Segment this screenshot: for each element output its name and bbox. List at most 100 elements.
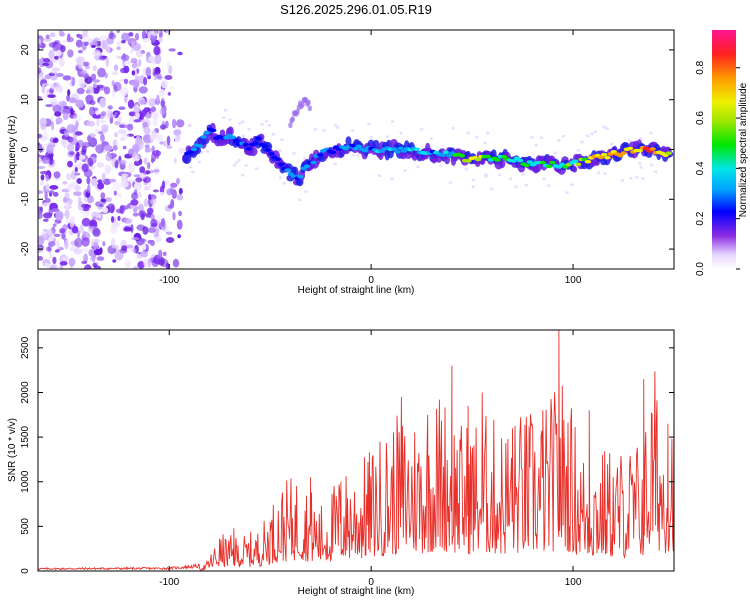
ridge-core: [197, 144, 204, 148]
noise-blob: [335, 126, 340, 129]
noise-blob: [83, 264, 92, 269]
noise-blob: [264, 119, 269, 123]
noise-blob: [629, 176, 633, 180]
noise-blob: [419, 127, 424, 131]
spectrogram-y-axis: -20 -10 0 10 20: [20, 44, 674, 256]
noise-blob: [223, 108, 228, 112]
ridge-core: [361, 148, 369, 153]
noise-blob: [649, 131, 653, 135]
ridge-core: [510, 159, 517, 163]
noise-blob: [542, 177, 546, 181]
noise-blob: [75, 56, 85, 64]
noise-blob: [149, 132, 155, 142]
noise-blob: [38, 190, 43, 194]
noise-blob: [132, 212, 139, 217]
noise-blob: [451, 126, 456, 130]
noise-blob: [137, 261, 145, 269]
noise-blob: [61, 233, 66, 240]
noise-blob: [126, 248, 134, 253]
noise-blob: [155, 149, 160, 160]
noise-blob: [151, 30, 158, 37]
y-tick-label: 2500: [20, 336, 31, 359]
noise-blob: [191, 170, 195, 174]
noise-blob: [602, 125, 606, 129]
noise-blob: [128, 148, 134, 157]
ridge-base: [498, 158, 506, 169]
noise-blob: [101, 172, 106, 183]
noise-blob: [64, 129, 70, 137]
ridge-core: [549, 160, 556, 165]
noise-blob: [278, 149, 282, 152]
noise-blob: [131, 237, 140, 241]
noise-blob: [38, 67, 42, 74]
ridge-core: [284, 168, 291, 172]
noise-blob: [175, 133, 181, 140]
noise-blob: [232, 163, 237, 167]
noise-blob: [147, 162, 151, 170]
colorbar-ticks: 0.0 0.2 0.4 0.6 0.8: [695, 60, 740, 276]
noise-blob: [524, 183, 529, 187]
noise-blob: [71, 225, 79, 234]
noise-blob: [52, 223, 57, 228]
noise-blob: [44, 191, 48, 200]
noise-blob: [234, 161, 239, 164]
noise-blob: [116, 55, 121, 59]
ridge-core: [526, 160, 533, 164]
noise-blob: [570, 183, 574, 187]
noise-blob: [172, 211, 176, 221]
noise-blob: [403, 169, 408, 173]
noise-blob: [133, 189, 138, 196]
noise-blob: [96, 118, 100, 128]
snr-x-axis: -100 0 100: [159, 330, 582, 588]
noise-blob: [98, 203, 105, 208]
noise-blob: [152, 189, 159, 193]
y-tick-label: 0: [20, 568, 31, 574]
noise-blob: [282, 181, 287, 185]
noise-blob: [142, 170, 149, 175]
ridge-core: [484, 154, 491, 159]
noise-blob: [115, 208, 124, 214]
ridge-core: [575, 162, 582, 167]
snr-line: [38, 330, 674, 571]
ridge-core: [261, 144, 269, 148]
noise-blob: [38, 212, 43, 220]
noise-blob: [137, 191, 142, 199]
noise-blob: [547, 184, 551, 188]
noise-blob: [557, 139, 561, 142]
noise-blob: [133, 160, 141, 167]
spectrogram-y-label: Frequency (Hz): [7, 116, 18, 185]
noise-blob: [50, 83, 57, 90]
noise-blob: [85, 65, 91, 70]
noise-blob: [105, 57, 110, 67]
noise-blob: [113, 81, 122, 92]
ridge-core: [297, 175, 304, 179]
noise-blob: [163, 140, 167, 147]
noise-blob: [114, 111, 118, 116]
noise-blob: [147, 227, 156, 233]
noise-blob: [91, 49, 101, 57]
noise-blob: [485, 131, 490, 135]
noise-blob: [143, 186, 151, 191]
noise-blob: [244, 164, 248, 167]
colorbar-tick-label: 0.2: [695, 211, 706, 225]
upper-branch-blob: [300, 101, 305, 108]
noise-blob: [165, 237, 175, 243]
noise-blob: [69, 105, 73, 114]
noise-blob: [92, 107, 99, 112]
noise-blob: [100, 40, 108, 49]
ridge-core: [200, 135, 207, 139]
noise-blob: [77, 49, 83, 54]
noise-blob: [620, 179, 625, 183]
colorbar-gradient: [712, 30, 736, 269]
ridge-base: [572, 166, 578, 173]
noise-blob: [188, 165, 193, 169]
noise-blob: [297, 198, 302, 202]
noise-blob: [59, 228, 66, 234]
ridge-core: [255, 136, 262, 141]
noise-blob: [593, 130, 598, 133]
noise-blob: [130, 199, 139, 206]
noise-blob: [100, 192, 106, 200]
noise-blob: [125, 244, 134, 249]
noise-blob: [176, 219, 183, 230]
noise-blob: [75, 141, 80, 152]
